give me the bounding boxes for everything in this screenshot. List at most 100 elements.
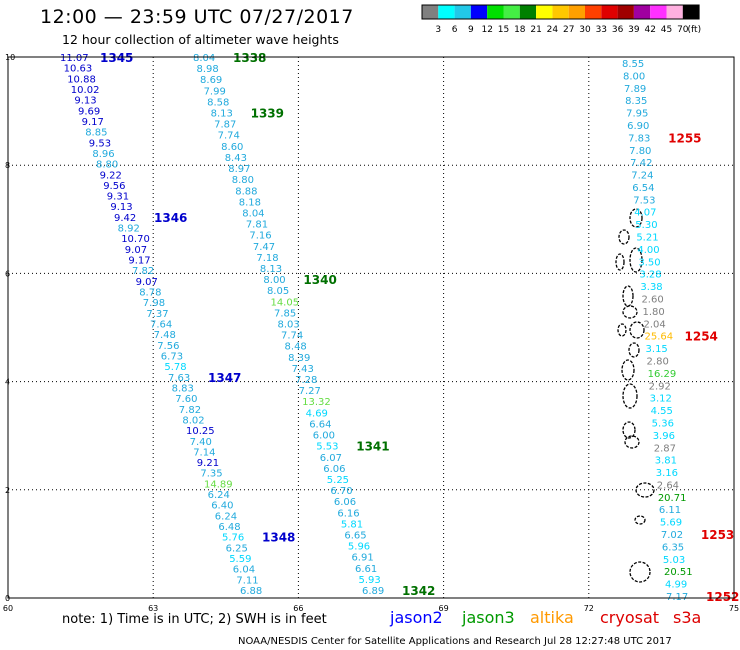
- wave-height-value: 7.83: [628, 133, 650, 144]
- color-scale-bar: 3 6 9 12 15 18 21 24 27 30 33 36 39 42 45 70 (ft): [421, 4, 702, 35]
- x-tick-label: 72: [584, 604, 594, 613]
- wave-height-value: 8.48: [285, 342, 307, 353]
- wave-height-value: 8.13: [260, 264, 282, 275]
- wave-height-value: 7.35: [200, 469, 222, 480]
- colorbar-swatch: [601, 5, 618, 19]
- colorbar-label: 70: [677, 25, 689, 35]
- island-outline: [622, 285, 634, 307]
- wave-height-value: 9.17: [128, 256, 150, 267]
- wave-height-value: 6.64: [309, 419, 331, 430]
- wave-height-value: 6.73: [161, 351, 183, 362]
- wave-height-value: 4.00: [637, 245, 659, 256]
- colorbar-label: 36: [612, 25, 624, 35]
- wave-height-value: 5.25: [327, 475, 349, 486]
- pass-time-label: 1339: [251, 107, 284, 121]
- page-title: 12:00 — 23:59 UTC 07/27/2017: [40, 6, 354, 28]
- colorbar-swatch: [633, 5, 651, 19]
- wave-height-value: 5.69: [660, 518, 682, 529]
- colorbar-swatch: [503, 5, 520, 19]
- colorbar-label: 33: [596, 25, 607, 35]
- wave-height-value: 1.80: [642, 307, 664, 318]
- wave-height-value: 5.53: [316, 442, 338, 453]
- wave-height-value: 8.04: [193, 53, 215, 64]
- pass-time-label: 1346: [154, 211, 187, 225]
- wave-height-value: 7.47: [253, 242, 275, 253]
- pass-time-label: 1340: [303, 273, 336, 287]
- wave-height-value: 7.37: [146, 309, 168, 320]
- wave-height-value: 6.25: [226, 543, 248, 554]
- wave-height-value: 7.56: [157, 341, 179, 352]
- wave-height-value: 7.74: [218, 131, 240, 142]
- wave-height-value: 6.24: [208, 490, 230, 501]
- map-frame: [7, 56, 735, 599]
- island-outline: [622, 421, 636, 439]
- wave-height-value: 6.04: [233, 565, 255, 576]
- wave-height-value: 8.83: [172, 383, 194, 394]
- wave-height-value: 5.96: [348, 542, 370, 553]
- island-outline: [629, 321, 645, 339]
- wave-height-value: 6.16: [337, 508, 359, 519]
- colorbar-label: 3: [435, 25, 441, 35]
- wave-height-value: 5.30: [635, 220, 657, 231]
- wave-height-value: 8.78: [139, 288, 161, 299]
- colorbar-swatch: [536, 5, 553, 19]
- x-tick-label: 60: [3, 604, 13, 613]
- pass-time-label: 1252: [706, 590, 739, 604]
- wave-height-value: 8.05: [267, 286, 289, 297]
- wave-height-value: 9.13: [74, 96, 96, 107]
- wave-height-value: 7.40: [190, 437, 212, 448]
- wave-height-value: 7.82: [179, 405, 201, 416]
- wave-height-value: 8.60: [221, 142, 243, 153]
- wave-height-value: 4.55: [651, 406, 673, 417]
- colorbar-swatch: [682, 5, 700, 19]
- note-text: note: 1) Time is in UTC; 2) SWH is in fe…: [62, 612, 327, 627]
- wave-height-value: 20.71: [658, 493, 687, 504]
- wave-height-value: 3.38: [640, 282, 662, 293]
- wave-height-value: 6.89: [362, 586, 384, 597]
- island-outline: [622, 305, 638, 319]
- wave-height-value: 3.16: [656, 468, 678, 479]
- wave-height-value: 3.28: [639, 270, 661, 281]
- pass-time-label: 1345: [100, 51, 133, 65]
- colorbar-swatch: [519, 5, 537, 19]
- wave-height-value: 7.27: [299, 386, 321, 397]
- wave-height-value: 6.61: [355, 564, 377, 575]
- island-outline: [622, 383, 638, 409]
- wave-height-value: 8.04: [242, 208, 264, 219]
- wave-height-value: 8.80: [96, 160, 118, 171]
- wave-height-value: 6.48: [218, 522, 240, 533]
- pass-time-label: 1347: [208, 371, 241, 385]
- wave-height-value: 8.88: [235, 186, 257, 197]
- colorbar-unit: (ft): [688, 25, 702, 35]
- colorbar-swatch: [650, 5, 667, 19]
- island-outline: [634, 515, 646, 525]
- pass-time-label: 1255: [668, 131, 701, 145]
- wave-height-value: 6.91: [351, 553, 373, 564]
- wave-height-value: 13.32: [302, 397, 331, 408]
- wave-height-value: 10.70: [121, 234, 150, 245]
- colorbar-swatch: [585, 5, 602, 19]
- wave-height-value: 6.11: [659, 505, 681, 516]
- pass-time-label: 1338: [233, 51, 266, 65]
- wave-height-value: 6.40: [211, 501, 233, 512]
- wave-height-value: 8.03: [278, 320, 300, 331]
- wave-height-value: 8.85: [85, 128, 107, 139]
- wave-height-value: 9.56: [103, 181, 125, 192]
- legend-altika: altika: [530, 608, 574, 627]
- colorbar-label: 27: [563, 25, 574, 35]
- wave-height-value: 8.00: [263, 275, 285, 286]
- wave-height-value: 2.92: [649, 381, 671, 392]
- colorbar-label: 30: [579, 25, 591, 35]
- wave-height-value: 7.28: [295, 375, 317, 386]
- wave-height-value: 9.53: [89, 138, 111, 149]
- pass-time-label: 1341: [356, 440, 389, 454]
- wave-height-value: 10.63: [64, 64, 93, 75]
- wave-height-value: 7.80: [629, 146, 651, 157]
- colorbar-swatch: [470, 5, 488, 19]
- wave-height-value: 6.00: [313, 431, 335, 442]
- wave-height-value: 10.88: [67, 74, 96, 85]
- wave-height-value: 5.59: [229, 554, 251, 565]
- colorbar-label: 42: [644, 25, 655, 35]
- wave-height-value: 7.02: [661, 530, 683, 541]
- wave-height-value: 6.54: [632, 183, 654, 194]
